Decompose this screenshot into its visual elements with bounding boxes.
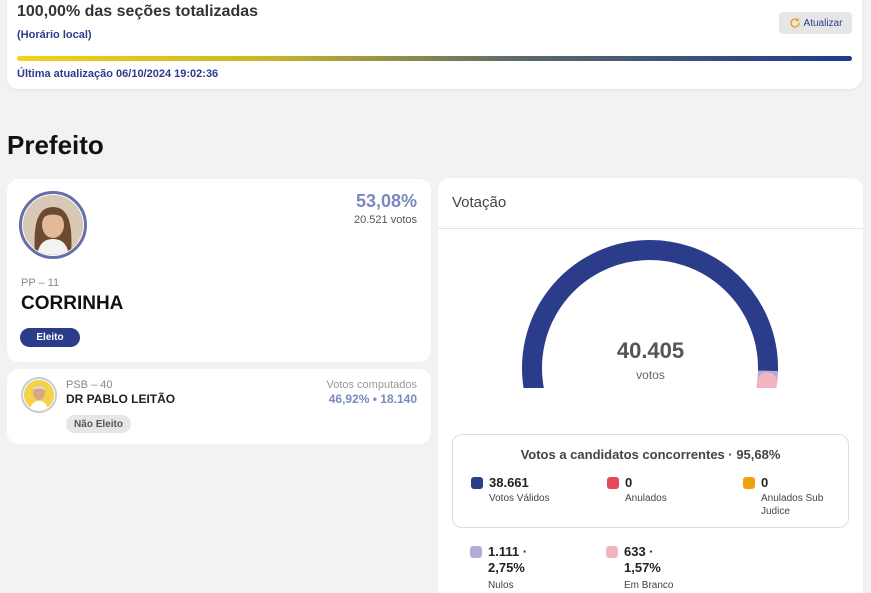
stat-value: 0 bbox=[761, 475, 769, 490]
refresh-label: Atualizar bbox=[803, 17, 843, 29]
candidate-name: CORRINHA bbox=[21, 293, 124, 314]
gauge-blank-arc bbox=[756, 372, 778, 388]
concorrentes-title: Votos a candidatos concorrentes · 95,68% bbox=[520, 447, 781, 462]
concorrentes-box: Votos a candidatos concorrentes · 95,68%… bbox=[452, 434, 849, 528]
candidate-card-2[interactable]: PSB – 40 DR PABLO LEITÃO Votos computado… bbox=[7, 369, 431, 444]
refresh-button[interactable]: Atualizar bbox=[779, 12, 852, 34]
candidate-name: DR PABLO LEITÃO bbox=[66, 392, 176, 406]
legend-swatch bbox=[470, 546, 482, 558]
avatar bbox=[23, 195, 83, 255]
legend-swatch bbox=[607, 477, 619, 489]
gauge-valid-arc bbox=[522, 240, 778, 388]
votacao-card: Votação 40.405 votos Votos a candidatos … bbox=[438, 178, 863, 593]
candidate-party: PSB – 40 bbox=[66, 379, 113, 391]
local-time-note: (Horário local) bbox=[17, 29, 92, 41]
candidate-card-1[interactable]: 53,08% 20.521 votos PP – 11 CORRINHA Ele… bbox=[7, 179, 431, 362]
status-badge: Eleito bbox=[20, 328, 80, 347]
stat-value: 633 · 1,57% bbox=[624, 544, 661, 575]
stat-label: Votos Válidos bbox=[489, 493, 550, 504]
totalization-title: 100,00% das seções totalizadas bbox=[17, 3, 259, 20]
totalization-progress-bar bbox=[17, 56, 852, 61]
refresh-icon bbox=[789, 18, 800, 28]
avatar bbox=[24, 380, 54, 410]
avatar-ring bbox=[21, 377, 57, 413]
stat-value: 1.111 · 2,75% bbox=[488, 544, 528, 575]
stat-label: Nulos bbox=[488, 580, 514, 591]
legend-swatch bbox=[471, 477, 483, 489]
votes-gauge bbox=[522, 240, 778, 388]
legend-swatch bbox=[606, 546, 618, 558]
votacao-title: Votação bbox=[452, 194, 507, 211]
votacao-header: Votação bbox=[438, 178, 863, 229]
total-votes: 40.405 bbox=[616, 338, 685, 363]
candidate-percent-votes: 46,92% • 18.140 bbox=[328, 392, 417, 406]
computed-votes-label: Votos computados bbox=[326, 379, 417, 391]
candidate-votes: 20.521 votos bbox=[354, 214, 417, 226]
total-votes-label: votos bbox=[636, 368, 665, 382]
page-title: Prefeito bbox=[7, 130, 104, 160]
stat-label: Anulados Sub Judice bbox=[761, 493, 824, 517]
last-update: Última atualização 06/10/2024 19:02:36 bbox=[17, 68, 219, 80]
legend-swatch bbox=[743, 477, 755, 489]
candidate-percent: 53,08% bbox=[355, 191, 417, 211]
status-badge: Não Eleito bbox=[66, 415, 131, 433]
totalization-card: 100,00% das seções totalizadas (Horário … bbox=[7, 0, 862, 89]
stat-value: 38.661 bbox=[489, 475, 529, 490]
candidate-party: PP – 11 bbox=[21, 277, 60, 289]
stat-value: 0 bbox=[625, 475, 633, 490]
stat-label: Em Branco bbox=[624, 580, 674, 591]
stat-label: Anulados bbox=[625, 493, 667, 504]
avatar-ring bbox=[19, 191, 87, 259]
